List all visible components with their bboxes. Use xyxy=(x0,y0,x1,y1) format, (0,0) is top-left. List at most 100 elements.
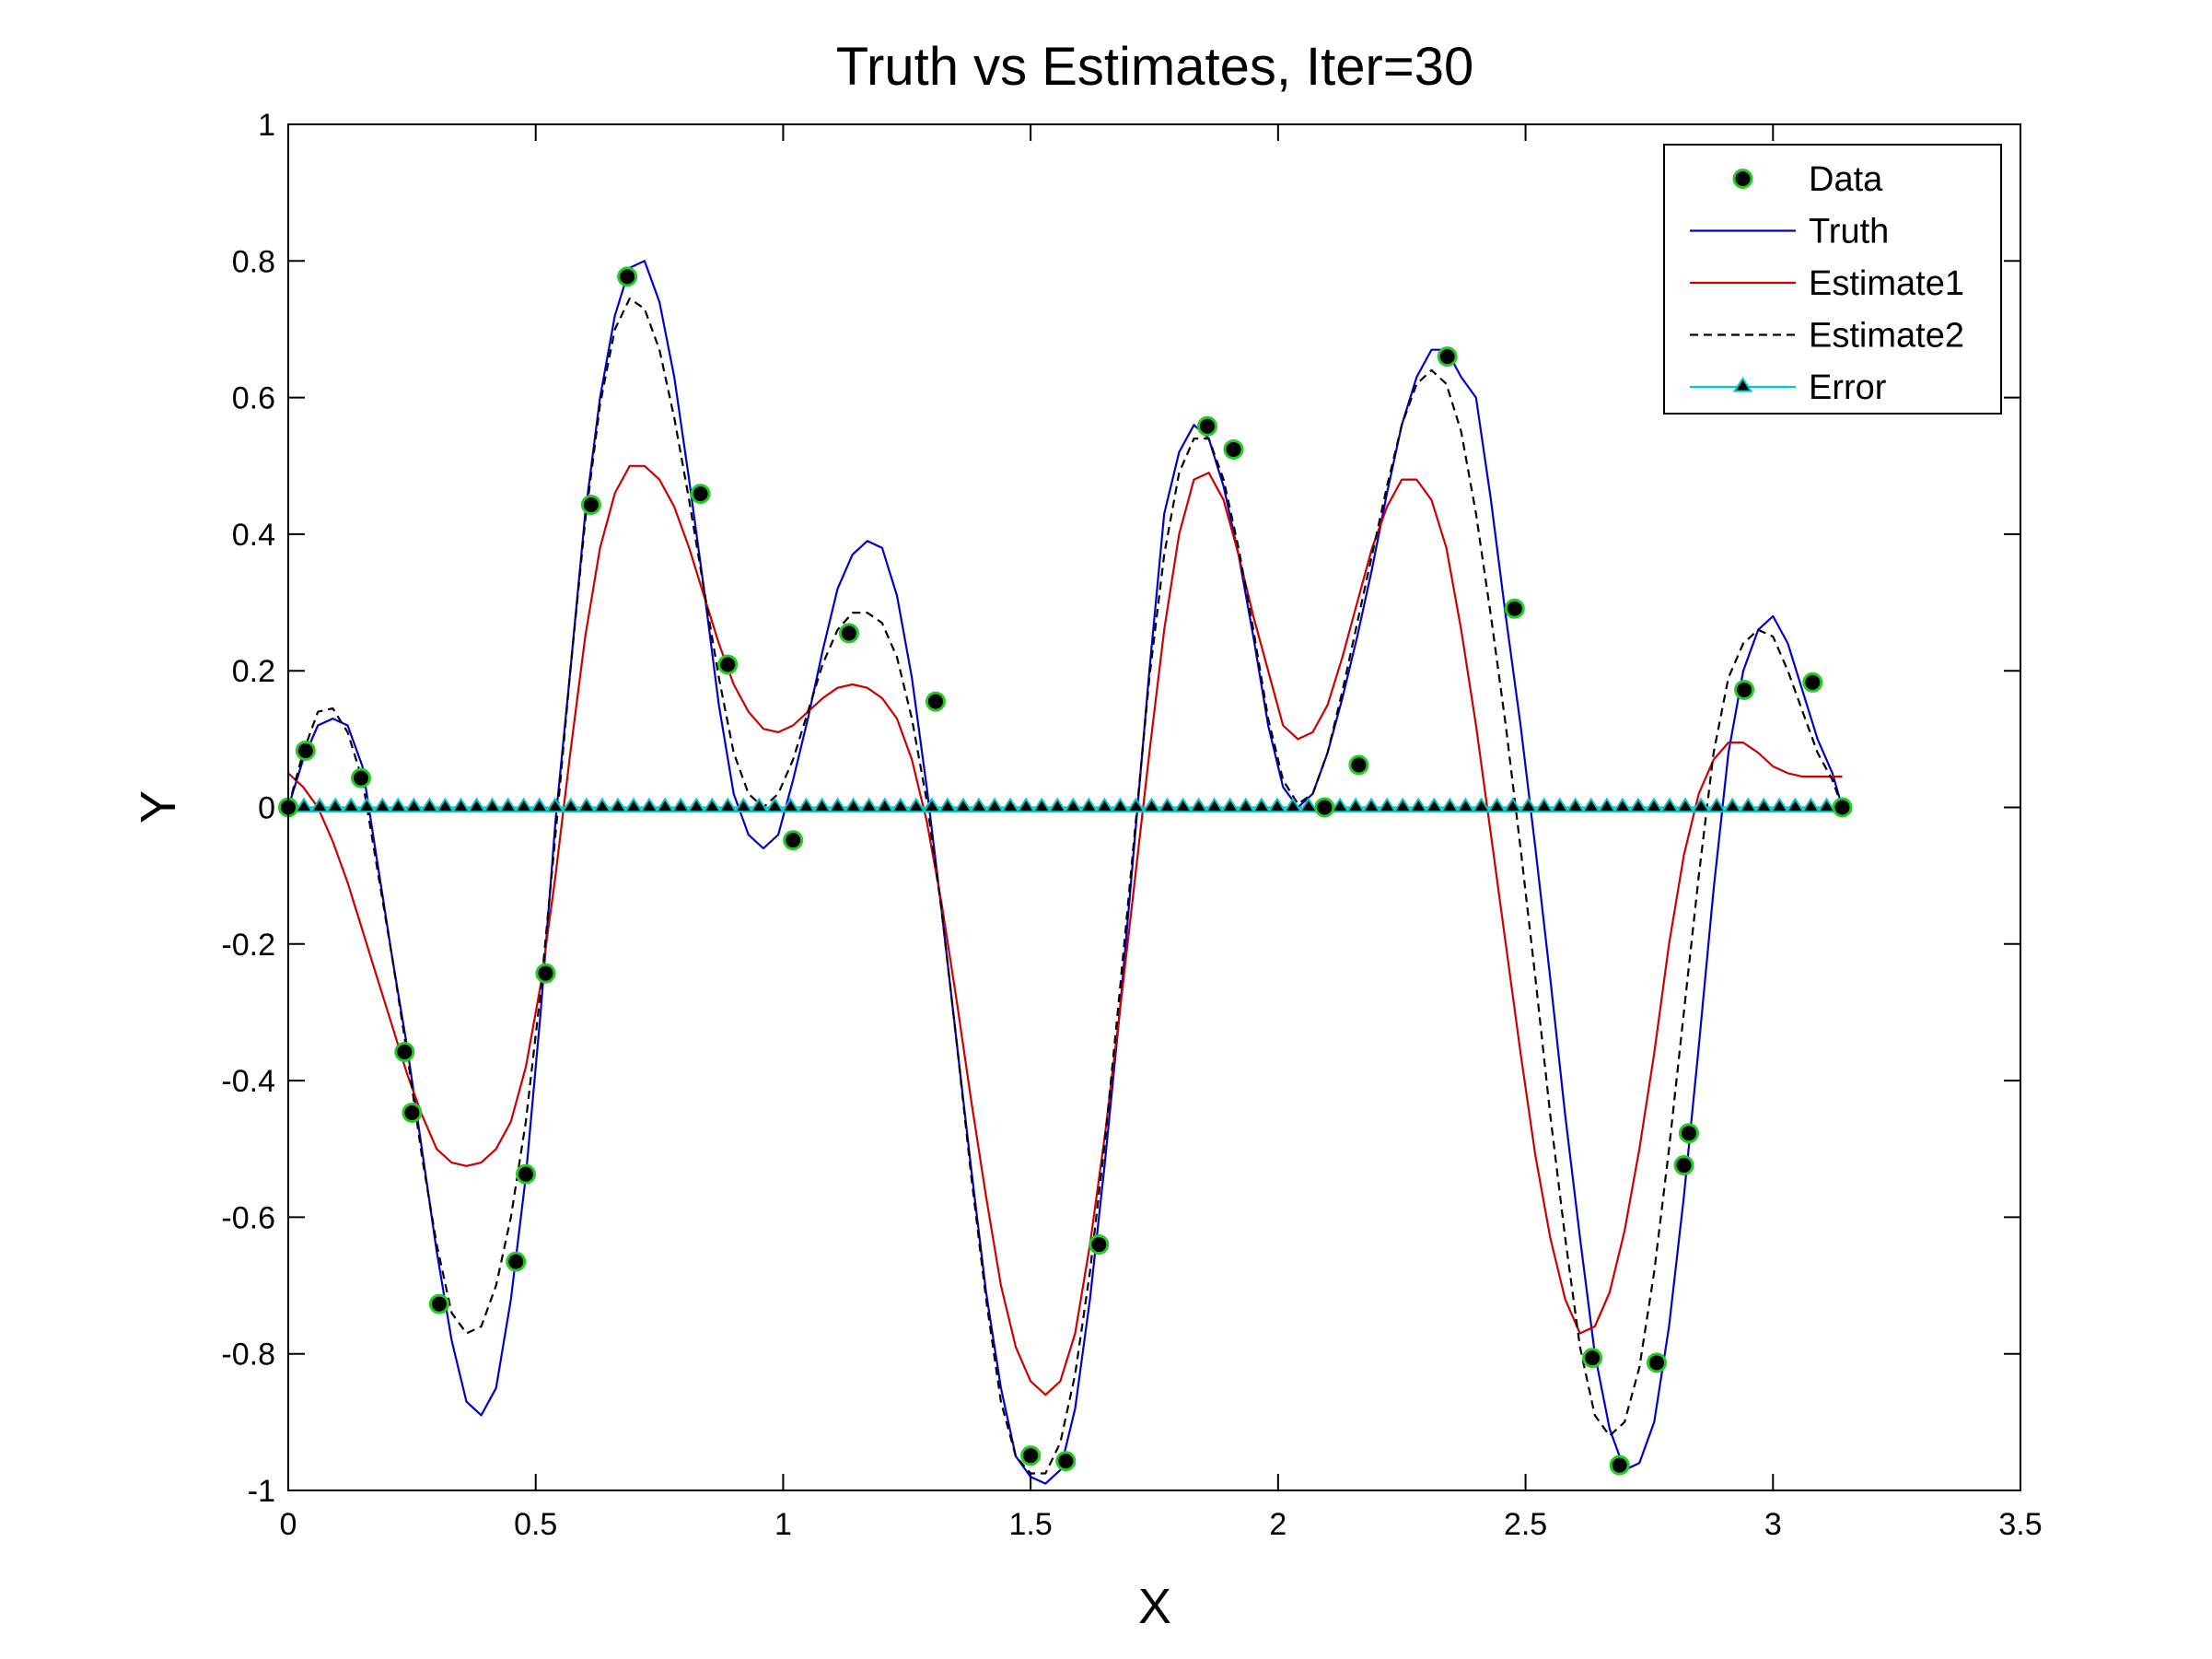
error-marker xyxy=(309,797,330,813)
error-marker xyxy=(372,797,393,813)
data-point xyxy=(1089,1234,1110,1256)
error-marker xyxy=(482,797,503,813)
error-marker xyxy=(1377,797,1398,813)
error-marker xyxy=(560,797,581,813)
error-marker xyxy=(811,797,832,813)
error-marker xyxy=(1471,797,1492,813)
error-marker xyxy=(1016,797,1036,813)
x-tick-label: 2.5 xyxy=(1504,1507,1547,1542)
error-marker xyxy=(1345,797,1366,813)
error-marker xyxy=(890,797,911,813)
error-marker xyxy=(1063,797,1084,813)
error-marker xyxy=(1518,797,1539,813)
legend-symbol-data xyxy=(1732,169,1753,189)
error-marker xyxy=(1283,797,1303,813)
data-point xyxy=(580,495,601,516)
error-marker xyxy=(1219,797,1240,813)
error-marker xyxy=(1110,797,1131,813)
chart-title: Truth vs Estimates, Iter=30 xyxy=(836,37,1474,97)
error-marker xyxy=(858,797,879,813)
y-tick-label: -0.4 xyxy=(221,1064,275,1099)
legend-symbol-error-marker xyxy=(1732,377,1753,392)
error-marker xyxy=(639,797,659,813)
data-point xyxy=(1582,1348,1603,1369)
error-marker xyxy=(497,797,518,813)
legend-label-error: Error xyxy=(1809,368,1887,407)
data-point xyxy=(515,1163,536,1185)
error-marker xyxy=(717,797,739,813)
error-marker xyxy=(733,797,754,813)
data-point xyxy=(1223,438,1244,460)
data-point xyxy=(617,266,638,287)
error-marker xyxy=(1785,797,1806,813)
error-marker xyxy=(1267,797,1287,813)
data-point xyxy=(838,623,859,644)
y-tick-label: -0.2 xyxy=(221,928,275,963)
error-marker xyxy=(1816,797,1837,813)
y-tick-label: 0.2 xyxy=(232,654,275,689)
error-marker xyxy=(1188,797,1209,813)
x-tick-label: 1.5 xyxy=(1009,1507,1053,1542)
error-marker xyxy=(1628,797,1648,813)
data-point xyxy=(1832,797,1853,818)
error-marker xyxy=(1502,797,1523,813)
error-marker xyxy=(592,797,612,813)
data-point xyxy=(535,963,556,984)
error-marker xyxy=(1565,797,1586,813)
error-marker xyxy=(1800,797,1822,813)
plot-area: 0 0.5 1 1.5 2 2.5 3 3.5 -1 -0.8 -0.6 -0.4 -0.2 0 0.2 0.… xyxy=(221,108,2042,1542)
error-marker xyxy=(780,797,801,813)
error-marker xyxy=(1000,797,1020,813)
error-marker xyxy=(1125,797,1147,813)
error-marker xyxy=(969,797,989,813)
error-marker xyxy=(796,797,817,813)
data-point xyxy=(506,1251,527,1272)
legend-label-estimate2: Estimate2 xyxy=(1809,317,1964,356)
error-marker xyxy=(1549,797,1570,813)
y-tick-label: -1 xyxy=(248,1474,275,1509)
error-marker xyxy=(1157,797,1178,813)
data-point xyxy=(1609,1455,1630,1476)
x-axis-title: X xyxy=(1138,1579,1171,1634)
plot-frame xyxy=(287,123,2021,1491)
data-point xyxy=(295,740,316,761)
error-marker xyxy=(686,797,707,813)
data-point xyxy=(1020,1445,1042,1466)
error-marker xyxy=(1204,797,1225,813)
error-marker xyxy=(1141,797,1162,813)
series-line-estimate2 xyxy=(288,298,1844,1475)
error-marker xyxy=(529,797,550,813)
data-point xyxy=(402,1102,423,1123)
error-marker xyxy=(1738,797,1759,813)
data-point xyxy=(428,1293,449,1314)
error-marker xyxy=(1392,797,1414,813)
error-marker xyxy=(1172,797,1193,813)
legend-label-estimate1: Estimate1 xyxy=(1809,264,1964,303)
error-marker xyxy=(623,797,644,813)
error-marker xyxy=(1659,797,1680,813)
x-tick-label: 0.5 xyxy=(514,1507,557,1542)
data-point xyxy=(1646,1352,1667,1373)
legend: Data Truth Estimate1 Estimate2 Error xyxy=(1663,144,2002,415)
error-marker xyxy=(874,797,895,813)
error-marker xyxy=(702,797,723,813)
error-marker xyxy=(1675,797,1695,813)
error-marker xyxy=(1078,797,1100,813)
data-point xyxy=(1734,679,1755,700)
data-point xyxy=(1504,598,1525,619)
data-point xyxy=(1678,1123,1699,1144)
error-marker xyxy=(1298,797,1319,813)
error-marker xyxy=(576,797,597,813)
error-marker xyxy=(953,797,973,813)
error-marker xyxy=(513,797,534,813)
y-tick-label: -0.8 xyxy=(221,1338,275,1373)
error-marker xyxy=(1533,797,1554,813)
error-marker xyxy=(905,797,926,813)
error-marker xyxy=(1753,797,1775,813)
data-point xyxy=(1055,1451,1077,1472)
error-marker xyxy=(1439,797,1461,813)
error-marker xyxy=(325,797,345,813)
legend-label-data: Data xyxy=(1809,160,1883,199)
error-marker xyxy=(1047,797,1068,813)
error-marker xyxy=(1424,797,1445,813)
